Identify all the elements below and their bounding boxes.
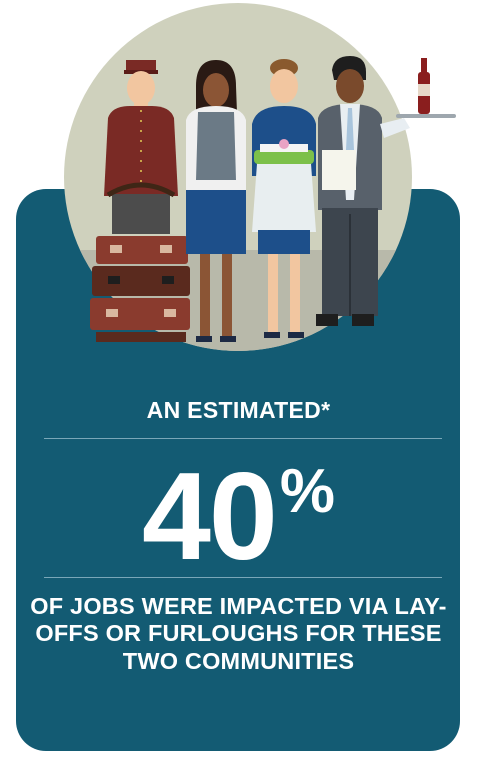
stat-unit: % [279, 457, 336, 526]
receptionist-icon [186, 60, 246, 342]
hospitality-workers-illustration [64, 3, 456, 351]
housekeeper-icon [252, 59, 316, 338]
waiter-icon [316, 56, 456, 326]
stat-lead-text: AN ESTIMATED* [146, 397, 331, 423]
bellhop-icon [104, 60, 178, 234]
stat-number: 40 [141, 448, 278, 586]
top-divider [44, 438, 442, 439]
bottom-divider [44, 577, 442, 578]
stat-value: 40% [0, 455, 477, 579]
luggage-cart-icon [90, 236, 190, 342]
stat-description: OF JOBS WERE IMPACTED VIA LAY-OFFS OR FU… [30, 593, 447, 674]
